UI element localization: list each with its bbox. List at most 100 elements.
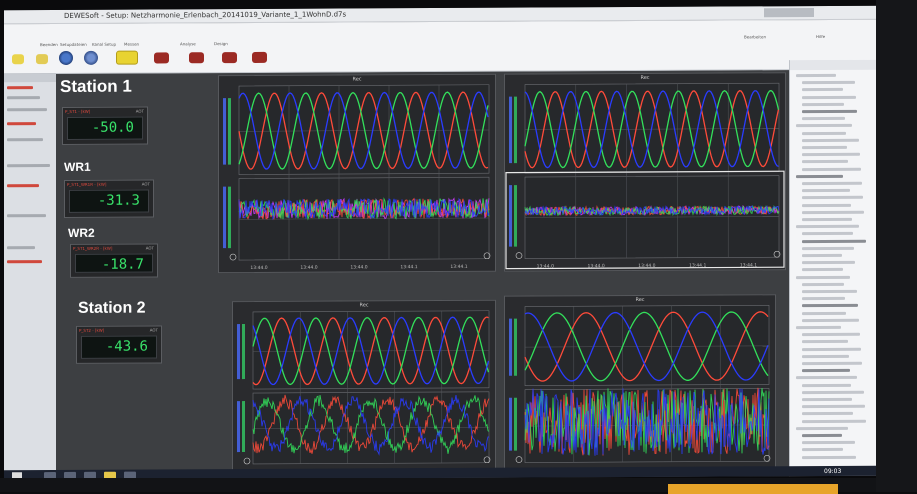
- channel-tree-item[interactable]: [802, 404, 865, 409]
- channel-tree-item[interactable]: [802, 268, 843, 272]
- channel-tree-item[interactable]: [802, 390, 864, 394]
- channel-tree-item[interactable]: [802, 297, 845, 301]
- tab-design[interactable]: Design: [214, 41, 228, 47]
- channel-tree-item[interactable]: [796, 124, 852, 128]
- tab-kanal-setup[interactable]: Kanal Setup: [92, 41, 117, 47]
- tab-beenden[interactable]: Beenden: [40, 42, 58, 48]
- tab-analyse[interactable]: Analyse: [180, 41, 196, 47]
- zoom-icon[interactable]: [243, 457, 251, 465]
- channel-tree-item[interactable]: [796, 174, 843, 178]
- channel-tree-item[interactable]: [802, 318, 859, 322]
- channel-tree-item[interactable]: [802, 369, 850, 373]
- channel-tree-item[interactable]: [802, 246, 854, 250]
- zoom-icon[interactable]: [515, 456, 523, 463]
- channel-tree-item[interactable]: [802, 232, 853, 236]
- channel-tree-item[interactable]: [802, 145, 847, 150]
- zoom-icon[interactable]: [483, 456, 491, 464]
- channel-tree-item[interactable]: [802, 347, 861, 351]
- channel-tree-item[interactable]: [802, 117, 845, 121]
- zoom-icon[interactable]: [773, 250, 781, 258]
- channel-tree-item[interactable]: [802, 217, 852, 222]
- channel-tree-item[interactable]: [802, 354, 849, 358]
- channel-tree-item[interactable]: [802, 412, 853, 416]
- channel-tree-item[interactable]: [796, 275, 850, 279]
- plot-station2-left[interactable]: Rec 13:44.013:44.013:44.013:44.113:44.1: [232, 299, 496, 478]
- left-panel-item[interactable]: [7, 246, 35, 250]
- channel-tree-item[interactable]: [802, 210, 864, 214]
- display-icon-4[interactable]: [252, 51, 267, 63]
- zoom-icon[interactable]: [515, 252, 523, 259]
- plot-station1-inverter2[interactable]: Rec 13:44.0 13:44.0 13:44.0 13:44.1 13:44.1: [504, 72, 786, 272]
- folder-icon[interactable]: [12, 54, 24, 65]
- channel-tree-item[interactable]: [802, 138, 859, 142]
- zoom-icon[interactable]: [483, 252, 491, 260]
- channel-tree-item[interactable]: [802, 311, 846, 315]
- left-panel-item[interactable]: [7, 108, 47, 112]
- store-icon[interactable]: [84, 50, 98, 65]
- channel-tree-item[interactable]: [802, 239, 866, 243]
- zoom-icon[interactable]: [763, 454, 771, 462]
- left-panel-item[interactable]: [7, 122, 36, 126]
- bearbeiten-button[interactable]: Bearbeiten: [744, 34, 766, 40]
- channel-tree-item[interactable]: [802, 95, 856, 99]
- voltage-waveform: [252, 316, 490, 386]
- channel-tree-item[interactable]: [802, 181, 862, 186]
- channel-tree-item[interactable]: [802, 397, 852, 402]
- tab-setupdateien[interactable]: Setupdateien: [60, 41, 87, 47]
- tab-messen[interactable]: Messen: [124, 41, 140, 47]
- channel-tree-item[interactable]: [802, 167, 861, 171]
- channel-tree-item[interactable]: [802, 88, 843, 92]
- channel-tree-item[interactable]: [802, 81, 855, 85]
- display-icon-2[interactable]: [189, 52, 204, 64]
- display-icon-3[interactable]: [222, 52, 237, 64]
- channel-tree-item[interactable]: [796, 73, 836, 78]
- left-panel-item[interactable]: [7, 214, 46, 218]
- channel-tree-item[interactable]: [802, 455, 856, 459]
- channel-tree-item[interactable]: [802, 109, 857, 114]
- hilfe-button[interactable]: Hilfe: [816, 33, 826, 40]
- channel-tree-item[interactable]: [802, 102, 844, 106]
- channel-tree-item[interactable]: [802, 253, 842, 258]
- plot-station1-inverter1[interactable]: Rec 13:44.0 13:44.0 13:44.0 13:44.1 13:44.1: [218, 73, 496, 274]
- channel-tree-item[interactable]: [802, 332, 860, 337]
- channel-tree-item[interactable]: [802, 289, 857, 294]
- channel-tree-panel[interactable]: [789, 59, 876, 477]
- save-icon[interactable]: [36, 54, 48, 65]
- left-panel-item[interactable]: [7, 86, 33, 90]
- channel-tree-item[interactable]: [796, 376, 857, 380]
- channel-tree-item[interactable]: [802, 189, 850, 193]
- channel-tree-item[interactable]: [802, 340, 848, 344]
- zoom-icon[interactable]: [229, 253, 237, 261]
- channel-tree-item[interactable]: [796, 325, 841, 330]
- screen-layout-icon[interactable]: [116, 50, 138, 65]
- time-tick-label: 13:44.0: [537, 263, 554, 269]
- channel-tree-item[interactable]: [802, 361, 862, 366]
- channel-tree-item[interactable]: [802, 441, 855, 445]
- channel-tree-item[interactable]: [802, 304, 858, 308]
- play-icon[interactable]: [59, 50, 73, 65]
- left-panel-item[interactable]: [7, 138, 43, 142]
- channel-tree-item[interactable]: [802, 383, 851, 387]
- title-right-box: [764, 8, 814, 18]
- left-panel-item[interactable]: [7, 164, 50, 168]
- current-waveform: [524, 204, 780, 217]
- channel-tree-item[interactable]: [802, 160, 848, 164]
- channel-tree-item[interactable]: [802, 448, 843, 452]
- channel-tree-item[interactable]: [802, 131, 846, 135]
- left-panel-item[interactable]: [7, 184, 39, 188]
- channel-tree-item[interactable]: [802, 152, 860, 157]
- channel-tree-item[interactable]: [802, 261, 855, 265]
- channel-tree-item[interactable]: [796, 426, 848, 430]
- voltage-waveform: [238, 91, 489, 170]
- channel-tree-item[interactable]: [802, 433, 842, 438]
- wr1-label: WR1: [64, 159, 91, 174]
- plot-station2-right[interactable]: Rec 13:44.013:44.013:44.013:44.113:44.1: [504, 294, 776, 476]
- channel-tree-item[interactable]: [802, 203, 851, 207]
- display-icon-1[interactable]: [154, 52, 169, 64]
- left-panel-item[interactable]: [7, 260, 42, 264]
- channel-tree-item[interactable]: [802, 282, 844, 286]
- channel-tree-item[interactable]: [802, 196, 863, 200]
- channel-tree-item[interactable]: [796, 224, 859, 229]
- channel-tree-item[interactable]: [802, 419, 866, 423]
- left-panel-item[interactable]: [7, 96, 40, 100]
